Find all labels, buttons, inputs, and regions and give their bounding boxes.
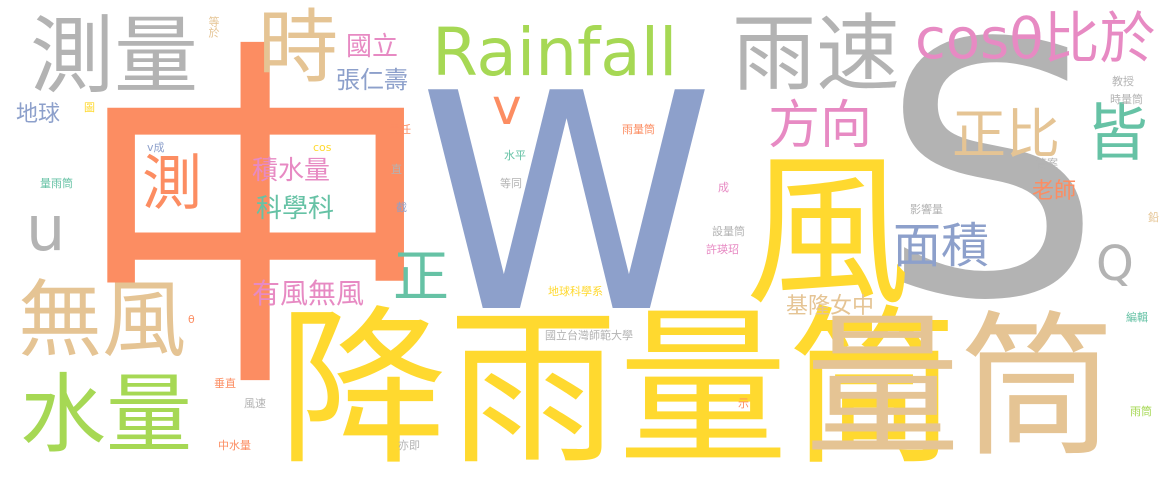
word-feng: 風 [745,136,910,328]
word-bianji: 編輯 [1126,311,1148,324]
word-ce: 測 [142,149,202,219]
word-u: u [26,192,66,265]
word-daan: 答案 [1036,157,1058,170]
word-q: Q [1096,236,1134,292]
word-s: S [880,0,1103,377]
word-zeren: 責任 [389,123,411,136]
word-cos: cos [313,141,332,154]
word-v-large: v [492,78,522,136]
word-dengtong: 等同 [500,177,522,190]
word-cheng: 成 [718,181,729,194]
word-jishuiliang: 積水量 [252,156,331,186]
word-diqiu: 地球 [16,102,61,127]
word-shiliangtong: 時量筒 [1110,93,1143,106]
word-w: W [418,30,715,379]
word-laoshi: 老師 [1032,179,1077,204]
word-diqiu-kexue-xi: 地球科學系 [548,285,603,298]
word-shi: 時 [258,1,338,94]
word-yutong: 雨筒 [1130,405,1152,418]
word-rainfall: Rainfall [432,14,678,91]
word-fangxiang: 方向 [768,96,873,156]
word-qian: 鉛 [1148,211,1159,224]
word-yingxiangliang: 影響量 [910,203,943,216]
word-sheliangtong: 設量筒 [712,225,745,238]
word-yiji: 亦即 [398,439,420,452]
word-jiaoshou: 教授 [1112,75,1134,88]
word-shuiping: 水平 [504,149,526,162]
word-zhong: 中 [72,9,440,438]
word-liangtong: 量筒 [805,297,1115,478]
word-zhengbi: 正比 [952,103,1060,166]
word-kexueke: 科學科 [256,194,335,224]
word-youfeng-wufeng: 有風無風 [252,277,365,310]
word-zhongshuiliang: 中水量 [218,439,251,452]
word-yuliangtong: 雨量筒 [622,123,655,136]
word-mianji: 面積 [893,218,990,274]
word-jie: 皆 [1075,100,1148,162]
word-jiangyu-liangtong: 降雨量筒 [278,291,959,482]
word-wufeng: 無風 [18,271,187,369]
word-tu: 圖 [84,101,95,114]
word-cos-biyu: cosθ比於 [915,7,1156,72]
word-v-cheng: v成 [147,141,165,154]
word-guoli: 國立 [346,32,399,62]
word-keelung-girls: 基隆女中 [786,294,875,319]
word-xuyingshao: 許瑛玿 [706,243,739,256]
word-jie2: 截 [396,201,407,214]
word-shuiliang: 水量 [20,365,192,465]
word-fengsu: 風速 [244,397,266,410]
word-yusu: 雨速 [732,5,901,103]
word-celiang: 測量 [30,7,199,105]
word-shi2: 示 [738,397,749,410]
word-zhi: 直 [391,163,402,176]
word-dengyu: 等於 [207,16,220,38]
word-theta: θ [188,313,195,326]
word-ntnu: 國立台灣師範大學 [545,329,633,342]
word-liangyutong: 量雨筒 [40,177,73,190]
word-chuizhi: 垂直 [214,377,236,390]
word-zhangrenshou: 張仁壽 [336,66,408,94]
word-zheng: 正 [393,245,449,310]
